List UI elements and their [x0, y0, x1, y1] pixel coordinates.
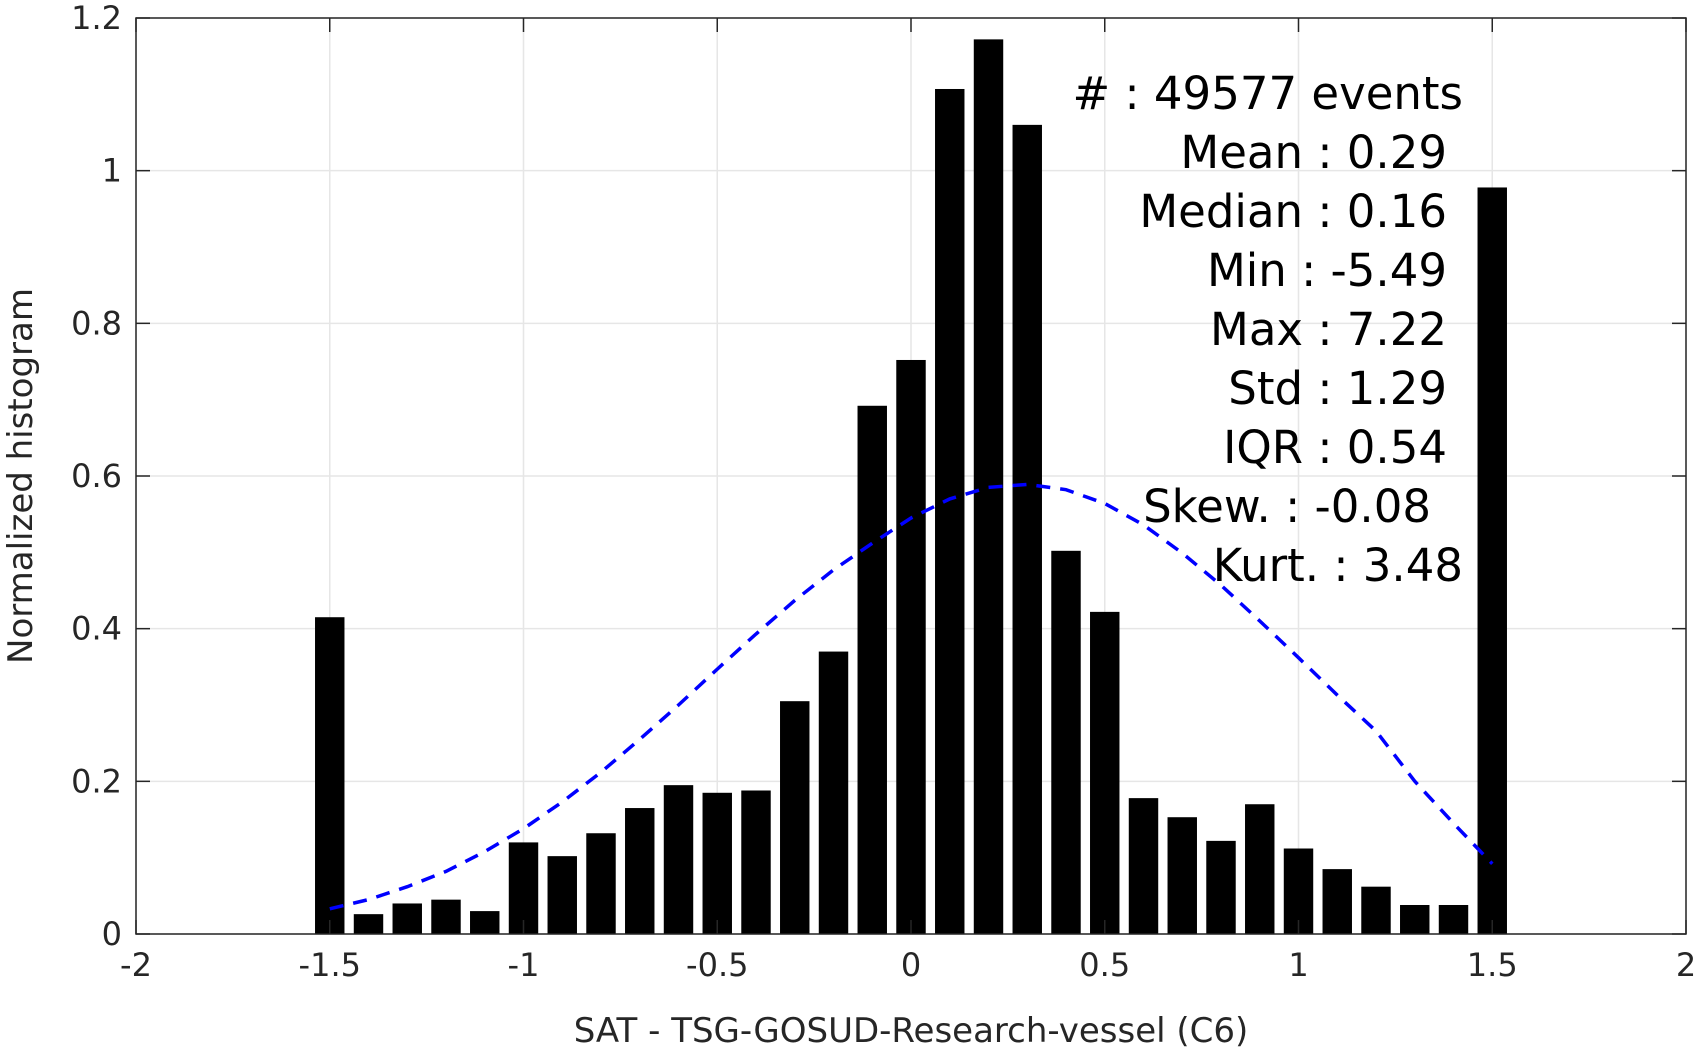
stats-line: Median : 0.16 [1139, 185, 1447, 238]
histogram-bar [663, 785, 694, 934]
histogram-bar [1438, 904, 1469, 934]
stats-line: Kurt. : 3.48 [1213, 539, 1463, 592]
y-tick-label: 0.6 [71, 457, 122, 495]
x-tick-label: -1.5 [299, 946, 361, 984]
stats-annotation: # : 49577 events Mean : 0.29 Median : 0.16… [1072, 67, 1463, 592]
fit-curve-layer [329, 482, 1494, 911]
x-tick-label: 2 [1676, 946, 1696, 984]
histogram-bar [470, 911, 500, 934]
histogram-bar [818, 651, 849, 934]
x-tick-label: -0.5 [686, 946, 748, 984]
histogram-bar [1361, 886, 1391, 934]
tick-labels-layer: -2 -1.5 -1 -0.5 0 0.5 1 1.5 2 0 0.2 0.4 0.6 0.8 1 1.2 [71, 0, 1696, 984]
histogram-bar [1400, 904, 1430, 934]
stats-line: Mean : 0.29 [1180, 126, 1447, 179]
histogram-bar [896, 359, 926, 934]
y-tick-label: 0.8 [71, 304, 122, 342]
histogram-bar [702, 792, 732, 934]
stats-line: # : 49577 events [1072, 67, 1463, 120]
histogram-bar [1051, 550, 1081, 934]
y-tick-label: 0.2 [71, 762, 122, 800]
histogram-bar [625, 808, 655, 934]
histogram-bar [1245, 804, 1275, 934]
histogram-bar [547, 856, 577, 934]
axes-layer [135, 17, 1687, 935]
x-tick-label: 0 [901, 946, 921, 984]
histogram-bar [1206, 840, 1236, 934]
x-tick-label: 1.5 [1467, 946, 1518, 984]
histogram-bar [1090, 611, 1120, 934]
x-axis-label: SAT - TSG-GOSUD-Research-vessel (C6) [574, 1011, 1249, 1051]
stats-line: Skew. : -0.08 [1143, 480, 1431, 533]
histogram-bar [392, 903, 422, 934]
histogram-bar [1283, 848, 1314, 934]
histogram-bar [1322, 869, 1352, 934]
x-tick-label: 1 [1288, 946, 1308, 984]
x-tick-label: -2 [120, 946, 152, 984]
x-tick-label: 0.5 [1079, 946, 1130, 984]
histogram-bar [741, 790, 771, 934]
histogram-bar [1167, 817, 1197, 934]
y-tick-label: 0 [102, 915, 122, 953]
y-tick-label: 1.2 [71, 0, 122, 37]
stats-line: IQR : 0.54 [1223, 421, 1447, 474]
stats-line: Std : 1.29 [1228, 362, 1447, 415]
y-tick-label: 1 [102, 152, 122, 190]
normal-fit-curve [329, 482, 1494, 911]
y-tick-label: 0.4 [71, 610, 122, 648]
histogram-bar [315, 617, 345, 934]
histogram-bar [857, 405, 887, 935]
histogram-bar [1012, 124, 1042, 934]
stats-line: Max : 7.22 [1210, 303, 1447, 356]
histogram-bar [586, 833, 616, 934]
y-axis-label: Normalized histogram [1, 288, 41, 664]
histogram-bar [431, 899, 461, 934]
histogram-bar [353, 914, 384, 934]
histogram-bar [508, 842, 539, 934]
histogram-bar [935, 88, 965, 935]
stats-line: Min : -5.49 [1207, 244, 1447, 297]
histogram-bar [1128, 798, 1159, 934]
histogram-bar [780, 701, 810, 934]
x-tick-label: -1 [508, 946, 540, 984]
histogram-bar [1477, 187, 1507, 934]
bars-layer [315, 39, 1507, 935]
